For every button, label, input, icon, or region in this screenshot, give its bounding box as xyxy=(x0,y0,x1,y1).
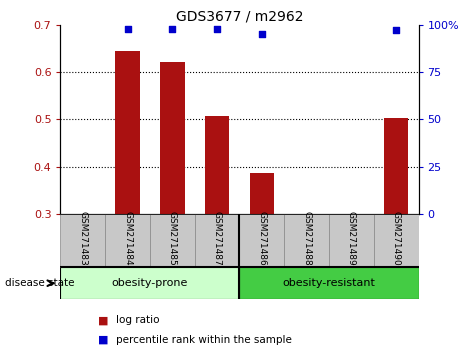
Bar xyxy=(329,214,374,267)
Text: obesity-prone: obesity-prone xyxy=(112,278,188,288)
Point xyxy=(258,32,266,37)
Bar xyxy=(105,214,150,267)
Bar xyxy=(150,214,195,267)
Text: GSM271490: GSM271490 xyxy=(392,211,401,266)
Text: ■: ■ xyxy=(98,315,108,325)
Text: obesity-resistant: obesity-resistant xyxy=(283,278,375,288)
Text: GSM271487: GSM271487 xyxy=(213,211,222,266)
Text: percentile rank within the sample: percentile rank within the sample xyxy=(116,335,292,345)
Text: GSM271483: GSM271483 xyxy=(78,211,87,266)
Title: GDS3677 / m2962: GDS3677 / m2962 xyxy=(176,10,303,24)
Bar xyxy=(374,214,418,267)
Point xyxy=(169,26,176,32)
Bar xyxy=(250,173,274,214)
Bar xyxy=(384,118,408,214)
Text: GSM271484: GSM271484 xyxy=(123,211,132,266)
Bar xyxy=(239,267,418,299)
Bar xyxy=(160,62,185,214)
Bar xyxy=(115,51,140,214)
Text: GSM271485: GSM271485 xyxy=(168,211,177,266)
Bar xyxy=(284,214,329,267)
Text: GSM271488: GSM271488 xyxy=(302,211,311,266)
Text: GSM271489: GSM271489 xyxy=(347,211,356,266)
Bar xyxy=(239,214,284,267)
Bar xyxy=(205,116,229,214)
Bar xyxy=(195,214,239,267)
Bar xyxy=(60,267,239,299)
Text: log ratio: log ratio xyxy=(116,315,160,325)
Point xyxy=(392,28,400,33)
Text: ■: ■ xyxy=(98,335,108,345)
Point xyxy=(124,26,131,32)
Text: disease state: disease state xyxy=(5,278,74,288)
Text: GSM271486: GSM271486 xyxy=(257,211,266,266)
Point xyxy=(213,26,221,32)
Bar xyxy=(60,214,105,267)
